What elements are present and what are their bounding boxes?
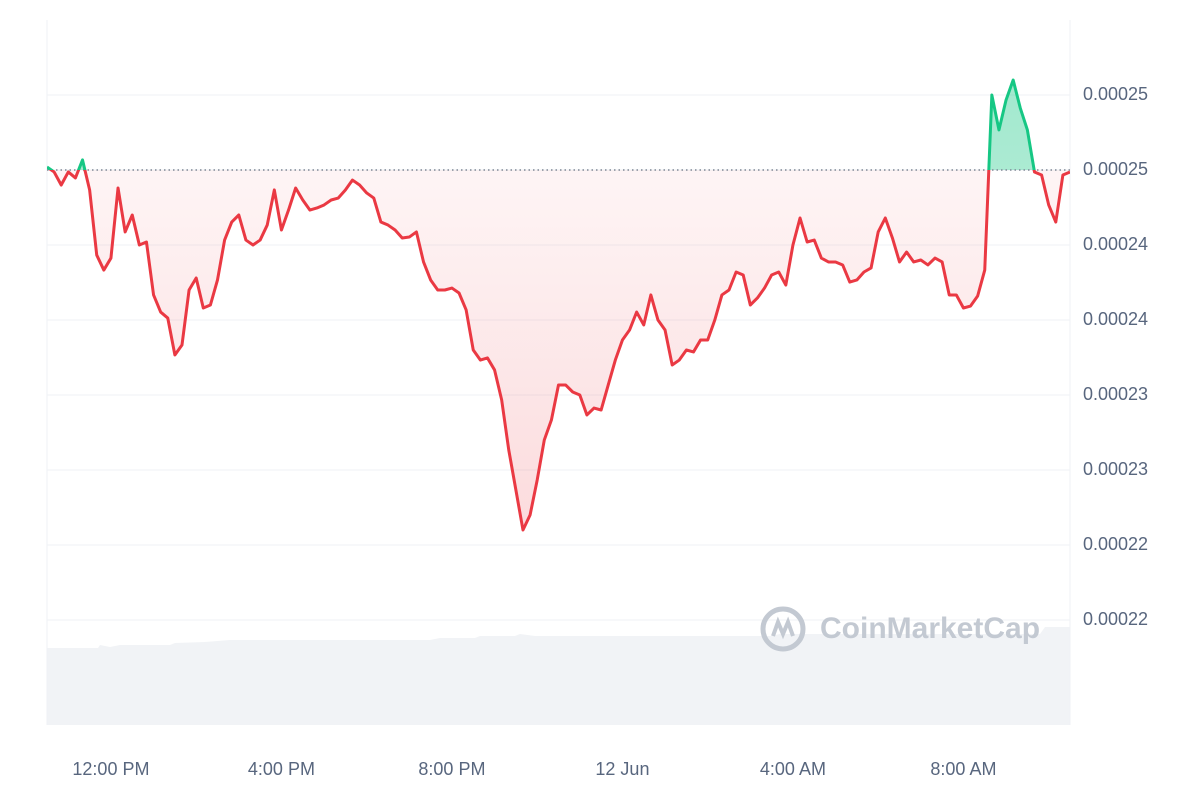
y-tick-label: 0.00023 bbox=[1083, 459, 1148, 479]
x-tick-label: 12:00 PM bbox=[72, 759, 149, 779]
watermark-logo bbox=[760, 606, 806, 652]
y-tick-label: 0.00024 bbox=[1083, 234, 1148, 254]
x-tick-label: 4:00 AM bbox=[760, 759, 826, 779]
watermark-text: CoinMarketCap bbox=[820, 612, 1040, 645]
watermark-logo-mark bbox=[771, 616, 795, 640]
y-tick-label: 0.00022 bbox=[1083, 534, 1148, 554]
x-tick-label: 8:00 AM bbox=[930, 759, 996, 779]
y-tick-label: 0.00025 bbox=[1083, 84, 1148, 104]
price-line-down bbox=[48, 170, 1070, 532]
y-tick-label: 0.00024 bbox=[1083, 309, 1148, 329]
y-tick-label: 0.00025 bbox=[1083, 159, 1148, 179]
y-tick-label: 0.00022 bbox=[1083, 609, 1148, 629]
grid: 0.00025 0.00025 0.00024 0.00024 0.00023 0.000… bbox=[47, 84, 1148, 779]
volume-area bbox=[47, 627, 1070, 725]
x-tick-label: 4:00 PM bbox=[248, 759, 315, 779]
x-tick-label: 8:00 PM bbox=[418, 759, 485, 779]
y-tick-label: 0.00023 bbox=[1083, 384, 1148, 404]
x-tick-label: 12 Jun bbox=[595, 759, 649, 779]
area-below bbox=[47, 170, 1070, 530]
plot bbox=[47, 78, 1070, 532]
watermark: CoinMarketCap bbox=[760, 606, 1040, 652]
